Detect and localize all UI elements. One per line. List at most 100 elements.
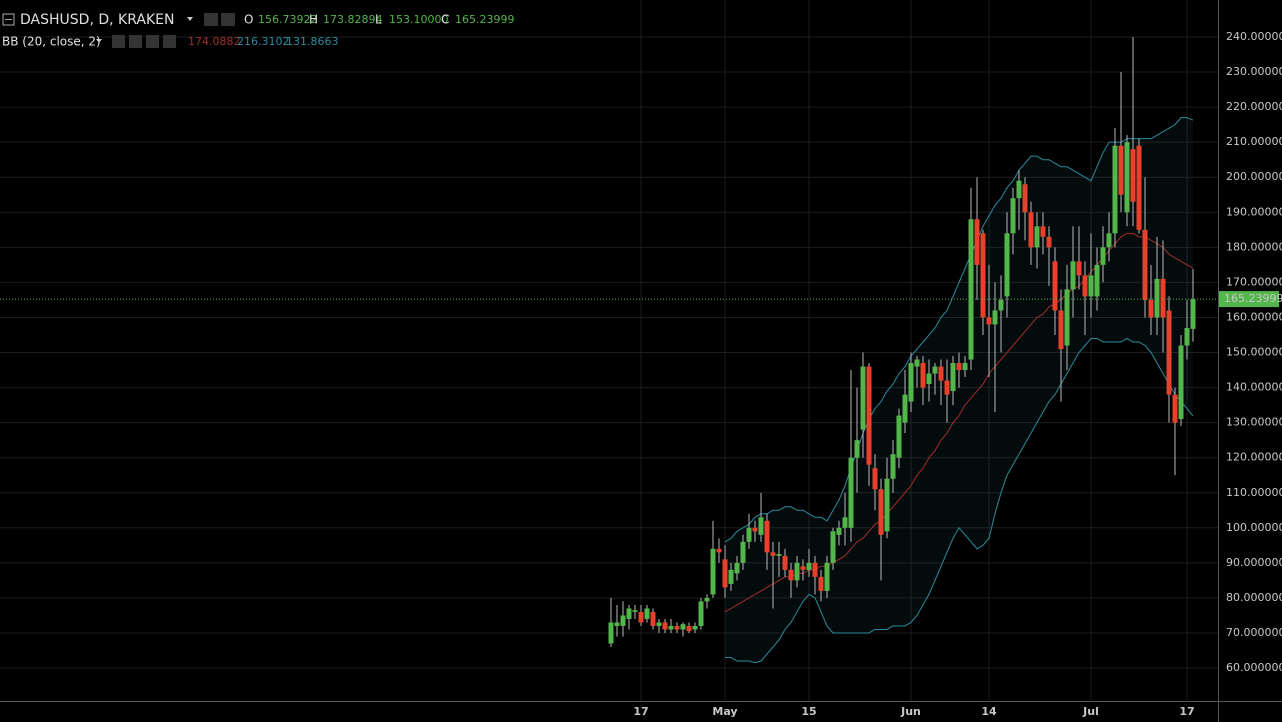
ohlc-value: 153.10000 bbox=[389, 13, 449, 26]
dropdown[interactable] bbox=[187, 17, 193, 21]
candle-body bbox=[944, 380, 950, 395]
candle-body bbox=[896, 415, 902, 458]
candle-body bbox=[854, 440, 860, 458]
candle-body bbox=[866, 366, 872, 465]
candle-body bbox=[1124, 142, 1130, 213]
candle-body bbox=[938, 366, 944, 381]
candle-body bbox=[1178, 345, 1184, 420]
x-tick-label: Jul bbox=[1082, 705, 1099, 718]
candle-body bbox=[764, 520, 770, 553]
y-tick-label: 160.000000 bbox=[1226, 310, 1282, 323]
candle-body bbox=[704, 597, 710, 602]
x-tick-label: 14 bbox=[981, 705, 997, 718]
candle-body bbox=[806, 562, 812, 570]
candle-body bbox=[644, 608, 650, 619]
candle-body bbox=[1136, 145, 1142, 230]
grid bbox=[0, 0, 1218, 701]
candle-body bbox=[1070, 261, 1076, 290]
indicator-value: 216.3102 bbox=[237, 35, 290, 48]
candle-body bbox=[734, 562, 740, 574]
candle-body bbox=[1106, 233, 1112, 248]
y-tick-label: 110.000000 bbox=[1226, 486, 1282, 499]
candle-body bbox=[872, 468, 878, 490]
candle-body bbox=[692, 625, 698, 630]
y-tick-label: 180.000000 bbox=[1226, 240, 1282, 253]
candle-body bbox=[776, 554, 782, 556]
y-tick-label: 210.000000 bbox=[1226, 135, 1282, 148]
candle-body bbox=[992, 310, 998, 325]
indicator-value: 131.8663 bbox=[286, 35, 339, 48]
x-tick-label: 15 bbox=[801, 705, 816, 718]
ohlc-value: 156.73922 bbox=[258, 13, 318, 26]
y-tick-label: 80.000000 bbox=[1226, 591, 1282, 604]
candle-body bbox=[836, 527, 842, 535]
candle-body bbox=[794, 562, 800, 581]
candle-body bbox=[1058, 310, 1064, 350]
candle-body bbox=[662, 622, 668, 630]
candle-body bbox=[686, 625, 692, 632]
y-tick-label: 60.000000 bbox=[1226, 661, 1282, 674]
candle-body bbox=[608, 622, 614, 644]
candle-body bbox=[1028, 212, 1034, 248]
indicator-button[interactable] bbox=[163, 35, 176, 48]
indicator-button[interactable] bbox=[146, 35, 159, 48]
candle-body bbox=[830, 531, 836, 563]
candle-body bbox=[722, 559, 728, 588]
candle-body bbox=[1076, 261, 1082, 276]
candle-body bbox=[770, 552, 776, 556]
y-tick-label: 100.000000 bbox=[1226, 521, 1282, 534]
candle-body bbox=[782, 555, 788, 570]
candle-body bbox=[1004, 233, 1010, 297]
indicator-button[interactable] bbox=[112, 35, 125, 48]
indicator-value: 174.0882 bbox=[188, 35, 241, 48]
candle-body bbox=[1118, 145, 1124, 195]
candle-body bbox=[1034, 226, 1040, 248]
y-tick-label: 190.000000 bbox=[1226, 205, 1282, 218]
y-tick-label: 120.000000 bbox=[1226, 451, 1282, 464]
candle-body bbox=[758, 517, 764, 535]
candle-body bbox=[860, 366, 866, 430]
settings-button[interactable] bbox=[204, 13, 218, 26]
x-tick-label: Jun bbox=[900, 705, 921, 718]
plot bbox=[0, 36, 1218, 664]
ohlc-value: 173.82894 bbox=[323, 13, 383, 26]
candle-body bbox=[668, 625, 674, 630]
symbol[interactable]: DASHUSD, D, KRAKEN bbox=[20, 12, 174, 28]
candle-body bbox=[812, 562, 818, 577]
candle-body bbox=[998, 299, 1004, 311]
band-line bbox=[725, 337, 1194, 664]
indicator-button[interactable] bbox=[129, 35, 142, 48]
settings-button[interactable] bbox=[221, 13, 235, 26]
candle-body bbox=[902, 394, 908, 423]
candle-body bbox=[914, 359, 920, 367]
ohlc-key: H bbox=[309, 13, 318, 27]
candle-body bbox=[620, 615, 626, 626]
y-tick-label: 70.000000 bbox=[1226, 626, 1282, 639]
candle-body bbox=[1166, 310, 1172, 395]
collapse-button[interactable] bbox=[2, 13, 15, 26]
indicator[interactable]: BB (20, close, 2) bbox=[2, 35, 101, 49]
candle-body bbox=[614, 622, 620, 626]
candle-body bbox=[950, 363, 956, 392]
candle-body bbox=[1160, 278, 1166, 318]
candle-body bbox=[710, 548, 716, 595]
y-tick-label: 90.000000 bbox=[1226, 556, 1282, 569]
candle-body bbox=[1094, 264, 1100, 297]
candle-body bbox=[728, 569, 734, 584]
candle-body bbox=[1154, 278, 1160, 318]
y-tick-label: 130.000000 bbox=[1226, 416, 1282, 429]
candle-body bbox=[986, 317, 992, 325]
y-tick-label: 240.000000 bbox=[1226, 30, 1282, 43]
candle-body bbox=[848, 457, 854, 528]
candle-body bbox=[926, 373, 932, 385]
candle-body bbox=[920, 363, 926, 388]
y-tick-label: 230.000000 bbox=[1226, 65, 1282, 78]
candle-body bbox=[638, 611, 644, 623]
axes: 60.000000 70.000000 80.000000 90.000000 100.… bbox=[633, 30, 1282, 718]
dropdown[interactable] bbox=[96, 39, 102, 43]
y-tick-label: 220.000000 bbox=[1226, 100, 1282, 113]
